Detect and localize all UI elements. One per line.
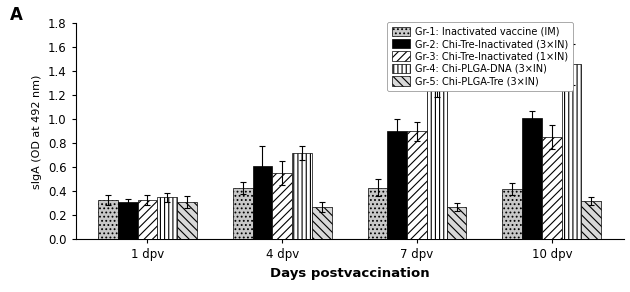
Text: A: A xyxy=(10,6,23,24)
Bar xyxy=(312,207,331,239)
Bar xyxy=(98,200,118,239)
Bar xyxy=(253,166,272,239)
Bar xyxy=(407,131,427,239)
Bar xyxy=(272,173,292,239)
Bar xyxy=(158,197,177,239)
Bar xyxy=(447,207,466,239)
Bar xyxy=(427,88,447,239)
Y-axis label: sIgA (OD at 492 nm): sIgA (OD at 492 nm) xyxy=(32,74,42,189)
Bar xyxy=(581,201,601,239)
Bar xyxy=(233,188,253,239)
Bar xyxy=(368,188,387,239)
Bar xyxy=(542,138,562,239)
X-axis label: Days postvaccination: Days postvaccination xyxy=(270,267,430,280)
Bar xyxy=(118,202,137,239)
Legend: Gr-1: Inactivated vaccine (IM), Gr-2: Chi-Tre-Inactivated (3×IN), Gr-3: Chi-Tre-: Gr-1: Inactivated vaccine (IM), Gr-2: Ch… xyxy=(387,22,573,91)
Bar xyxy=(562,64,581,239)
Bar xyxy=(502,189,522,239)
Bar xyxy=(292,153,312,239)
Bar xyxy=(522,118,542,239)
Bar xyxy=(137,200,158,239)
Bar xyxy=(387,131,407,239)
Bar xyxy=(177,202,197,239)
